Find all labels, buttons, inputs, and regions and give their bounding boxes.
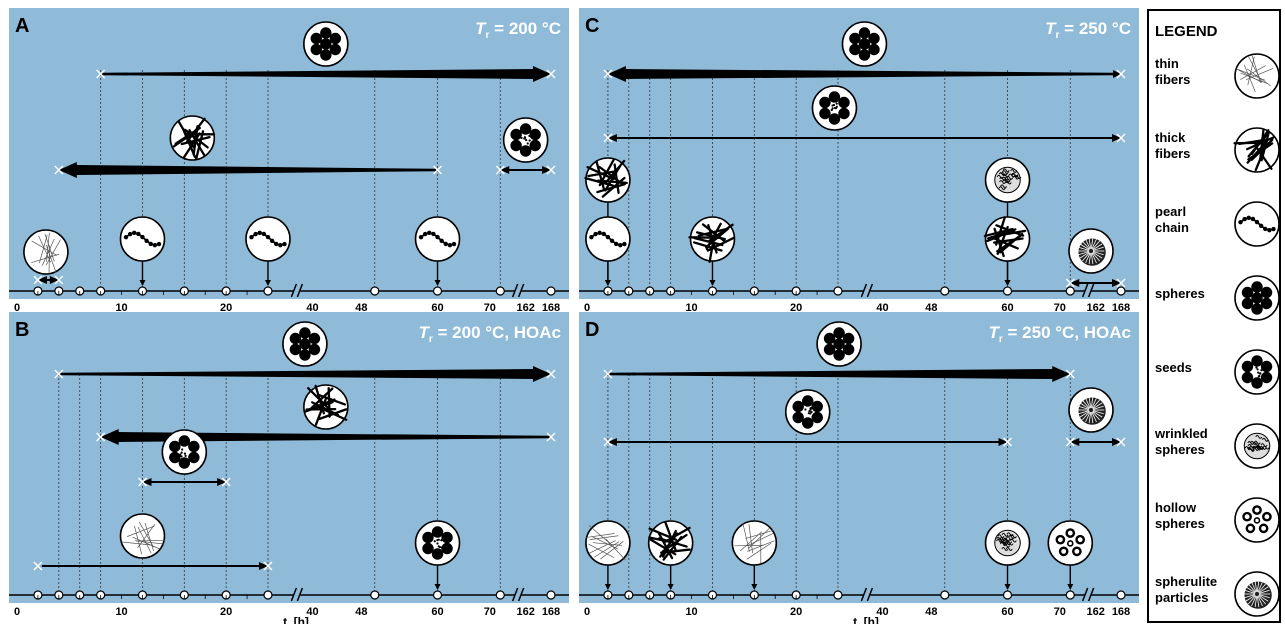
- tick-label: 168: [542, 606, 560, 618]
- legend-label: spheres: [1155, 516, 1205, 531]
- tick-label: 20: [790, 606, 802, 618]
- legend: LEGENDthinfibersthickfiberspearlchainsph…: [1148, 10, 1280, 622]
- sample-marker: [834, 591, 842, 599]
- tick-label: 60: [431, 606, 443, 618]
- sample-marker: [941, 287, 949, 295]
- panel-b: 0102040486070162168tr [h]BTr = 200 °C, H…: [9, 312, 569, 624]
- sample-marker: [264, 287, 272, 295]
- legend-label: hollow: [1155, 500, 1197, 515]
- sample-marker: [941, 591, 949, 599]
- legend-label: particles: [1155, 590, 1208, 605]
- tick-label: 48: [355, 606, 367, 618]
- spheres-icon: [842, 22, 886, 66]
- tick-label: 70: [1054, 606, 1066, 618]
- sample-marker: [834, 287, 842, 295]
- thick-fibers-icon: [1235, 128, 1279, 172]
- panel-letter: A: [15, 15, 29, 37]
- thin-fibers-icon: [24, 230, 68, 274]
- sample-marker: [371, 287, 379, 295]
- panel-letter: D: [585, 319, 599, 341]
- tick-label: 70: [484, 606, 496, 618]
- spherulite-particles-icon: [1069, 388, 1113, 432]
- tick-label: 48: [925, 606, 937, 618]
- tick-label: 0: [14, 606, 20, 618]
- spheres-icon: [1235, 276, 1279, 320]
- panel-letter: C: [585, 15, 599, 37]
- tick-label: 20: [220, 606, 232, 618]
- panel-condition: Tr = 250 °C, HOAc: [988, 323, 1131, 345]
- sample-marker: [434, 287, 442, 295]
- legend-label: spheres: [1155, 442, 1205, 457]
- sample-marker: [496, 591, 504, 599]
- sample-marker: [547, 287, 555, 295]
- thick-fibers-icon: [170, 116, 214, 160]
- tick-label: 10: [685, 606, 697, 618]
- spherulite-particles-icon: [1069, 229, 1113, 273]
- tick-label: 10: [115, 606, 127, 618]
- thin-fibers-icon: [120, 514, 164, 558]
- spherulite-particles-icon: [1235, 572, 1279, 616]
- seeds-icon: [1235, 350, 1279, 394]
- seeds-icon: [786, 390, 830, 434]
- sample-marker: [1066, 287, 1074, 295]
- panel-letter: B: [15, 319, 29, 341]
- sample-marker: [1117, 287, 1125, 295]
- panel-d: 0102040486070162168tr [h]DTr = 250 °C, H…: [579, 312, 1139, 624]
- sample-marker: [547, 591, 555, 599]
- sample-marker: [434, 591, 442, 599]
- seeds-icon: [504, 118, 548, 162]
- thick-fibers-icon: [304, 385, 348, 429]
- legend-title: LEGEND: [1155, 23, 1218, 40]
- sample-marker: [1066, 591, 1074, 599]
- spheres-icon: [283, 322, 327, 366]
- legend-label: thick: [1155, 130, 1186, 145]
- sample-marker: [1004, 591, 1012, 599]
- spheres-icon: [817, 322, 861, 366]
- thin-fibers-icon: [1235, 54, 1279, 98]
- tick-label: 60: [1001, 606, 1013, 618]
- pearl-chain-icon: [1235, 202, 1279, 246]
- sample-marker: [496, 287, 504, 295]
- tick-label: 0: [584, 606, 590, 618]
- panel-bg: [9, 8, 569, 299]
- legend-label: wrinkled: [1154, 426, 1208, 441]
- sample-marker: [264, 591, 272, 599]
- x-axis-label: tr [h]: [853, 615, 879, 624]
- sample-marker: [1117, 591, 1125, 599]
- legend-label: fibers: [1155, 72, 1190, 87]
- legend-label: pearl: [1155, 204, 1186, 219]
- spheres-icon: [304, 22, 348, 66]
- legend-label: seeds: [1155, 360, 1192, 375]
- sample-marker: [371, 591, 379, 599]
- seeds-icon: [812, 86, 856, 130]
- legend-label: fibers: [1155, 146, 1190, 161]
- hollow-spheres-icon: [1235, 498, 1279, 542]
- legend-label: spherulite: [1155, 574, 1217, 589]
- seeds-icon: [162, 430, 206, 474]
- legend-label: thin: [1155, 56, 1179, 71]
- tick-label: 168: [1112, 606, 1130, 618]
- legend-label: chain: [1155, 220, 1189, 235]
- legend-label: spheres: [1155, 286, 1205, 301]
- tick-label: 162: [1086, 606, 1104, 618]
- x-axis-label: tr [h]: [283, 615, 309, 624]
- wrinkled-spheres-icon: [1235, 424, 1279, 468]
- panel-condition: Tr = 200 °C, HOAc: [418, 323, 561, 345]
- tick-label: 162: [516, 606, 534, 618]
- sample-marker: [1004, 287, 1012, 295]
